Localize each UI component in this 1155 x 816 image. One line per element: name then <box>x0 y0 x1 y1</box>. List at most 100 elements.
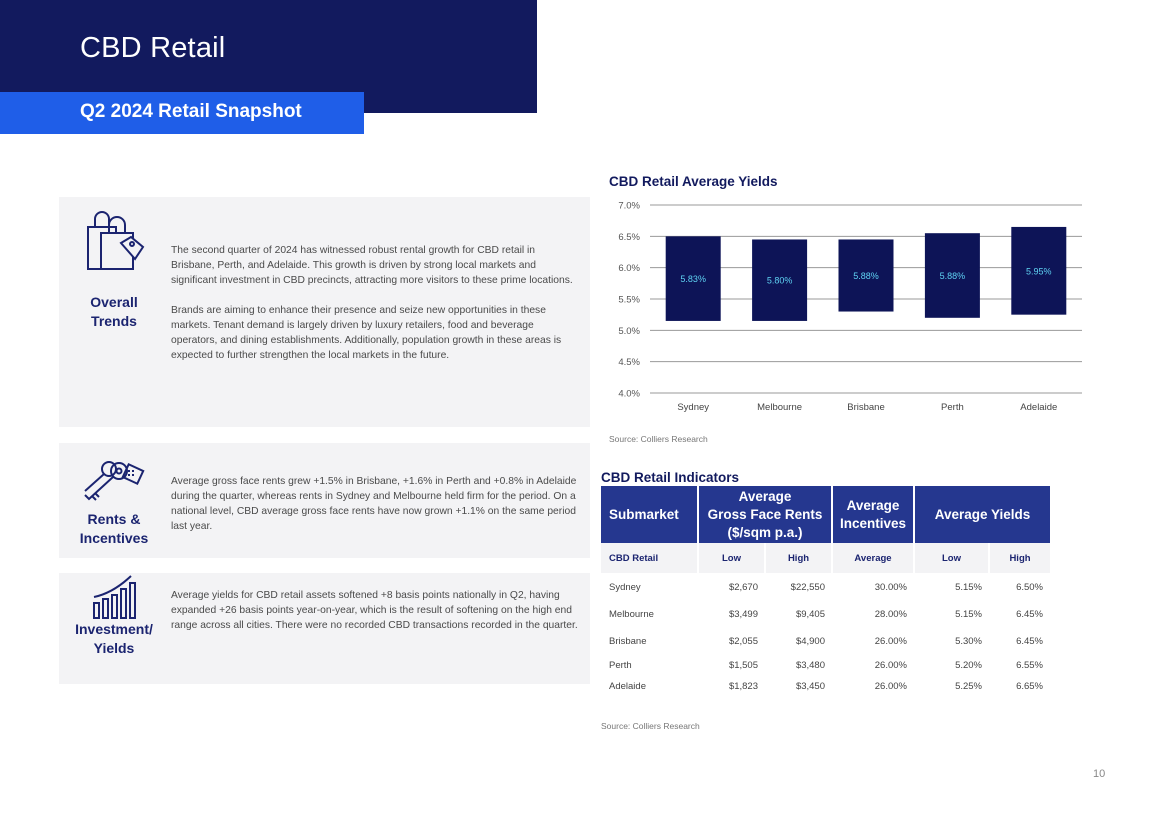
yield-range-bar <box>752 239 808 321</box>
rents-incentives-text: Average gross face rents grew +1.5% in B… <box>171 476 577 532</box>
cell-rent-low: $2,670 <box>728 581 758 593</box>
investment-yields-text: Average yields for CBD retail assets sof… <box>171 590 578 631</box>
overall-paragraph-2: Brands are aiming to enhance their prese… <box>171 305 562 361</box>
subheader-rent-low: Low <box>698 543 766 573</box>
average-yield-label: 5.95% <box>1026 266 1052 276</box>
cell-name: Adelaide <box>609 681 646 692</box>
bar-chart-growth-icon <box>93 575 136 619</box>
overall-label-line2: Trends <box>91 313 137 329</box>
cell-incentive: 26.00% <box>874 636 907 647</box>
cell-yield-low: 5.20% <box>955 660 982 671</box>
header-incentives-line2: Incentives <box>839 515 907 531</box>
cell-rent-high: $22,550 <box>790 581 825 593</box>
cell-yield-high: 6.45% <box>1016 636 1043 647</box>
investment-label-line2: Yields <box>93 640 135 656</box>
yield-range-bar <box>665 236 721 321</box>
subheader-yield-high: High <box>989 543 1050 573</box>
cell-rent-high: $4,900 <box>795 636 825 647</box>
table-source: Source: Colliers Research <box>601 721 700 731</box>
y-tick-label: 5.5% <box>618 295 640 306</box>
shopping-bags-icon <box>87 211 145 270</box>
chart-source: Source: Colliers Research <box>609 434 708 444</box>
average-yield-label: 5.83% <box>680 274 706 284</box>
cell-rent-low: $1,505 <box>728 660 758 671</box>
x-tick-label: Melbourne <box>757 402 802 413</box>
table-row: Adelaide $1,823 $3,450 26.00% 5.25% 6.65% <box>601 676 1050 697</box>
cell-rent-low: $2,055 <box>728 636 758 647</box>
header-rents-line1: Average <box>738 488 792 504</box>
header-yields: Average Yields <box>914 486 1050 543</box>
x-tick-label: Adelaide <box>1020 402 1057 413</box>
header-incentives-line1: Average <box>846 497 900 513</box>
y-tick-label: 5.0% <box>618 326 640 337</box>
rents-label-line1: Rents & <box>87 511 141 527</box>
rents-incentives-label: Rents & Incentives <box>59 510 169 548</box>
cell-name: Brisbane <box>609 636 647 647</box>
investment-yields-panel: Investment/ Yields Average yields for CB… <box>59 573 590 684</box>
cell-yield-high: 6.65% <box>1016 681 1043 692</box>
yield-range-bar <box>838 239 894 312</box>
investment-label-line1: Investment/ <box>75 621 153 637</box>
cell-yield-high: 6.55% <box>1016 660 1043 671</box>
cell-rent-low: $3,499 <box>728 609 758 620</box>
y-tick-label: 6.5% <box>618 232 640 243</box>
header-incentives: Average Incentives <box>832 486 915 543</box>
cell-rent-high: $9,405 <box>795 609 825 620</box>
overall-paragraph-1: The second quarter of 2024 has witnessed… <box>171 245 573 286</box>
page-subtitle: Q2 2024 Retail Snapshot <box>80 101 302 122</box>
rents-label-line2: Incentives <box>79 530 149 546</box>
cell-yield-low: 5.15% <box>955 609 982 620</box>
subheader-rent-high: High <box>765 543 833 573</box>
subheader-incentive: Average <box>832 543 915 573</box>
subheader-banner <box>0 92 364 134</box>
y-tick-label: 6.0% <box>618 263 640 274</box>
table-row: Sydney $2,670 $22,550 30.00% 5.15% 6.50% <box>601 573 1050 601</box>
cell-rent-high: $3,480 <box>795 660 825 671</box>
table-row: Perth $1,505 $3,480 26.00% 5.20% 6.55% <box>601 655 1050 676</box>
cell-name: Melbourne <box>609 609 654 620</box>
cell-yield-high: 6.45% <box>1016 609 1043 620</box>
header-submarket: Submarket <box>601 486 699 543</box>
header-rents: Average Gross Face Rents ($/sqm p.a.) <box>698 486 833 543</box>
average-yield-label: 5.88% <box>940 271 966 281</box>
overall-label-line1: Overall <box>90 294 138 310</box>
subheader-yield-low: Low <box>914 543 990 573</box>
header-rents-line3: ($/sqm p.a.) <box>727 524 803 540</box>
table-subheader-row: CBD Retail Low High Average Low High <box>601 543 1050 573</box>
header-rents-line2: Gross Face Rents <box>707 506 823 522</box>
average-yield-label: 5.88% <box>853 271 879 281</box>
rents-incentives-panel: Rents & Incentives Average gross face re… <box>59 443 590 558</box>
overall-trends-label: Overall Trends <box>59 293 169 331</box>
average-yield-label: 5.80% <box>767 276 793 286</box>
yields-chart: 4.0% 4.5% 5.0% 5.5% 6.0% 6.5% 7.0% 5.83% Sydney 5… <box>618 201 1082 413</box>
cell-incentive: 26.00% <box>874 660 907 671</box>
chart-title: CBD Retail Average Yields <box>609 174 778 189</box>
table-row: Melbourne $3,499 $9,405 28.00% 5.15% 6.45% <box>601 601 1050 628</box>
x-tick-label: Perth <box>941 402 964 413</box>
cell-incentive: 28.00% <box>874 609 907 620</box>
cell-name: Perth <box>609 660 632 671</box>
cell-name: Sydney <box>609 581 641 593</box>
x-tick-label: Brisbane <box>847 402 885 413</box>
y-tick-label: 4.0% <box>618 389 640 400</box>
cell-yield-high: 6.50% <box>1016 581 1043 593</box>
x-tick-label: Sydney <box>677 402 709 413</box>
page-title: CBD Retail <box>80 32 226 64</box>
page-number: 10 <box>1093 768 1106 780</box>
cell-incentive: 30.00% <box>874 581 907 593</box>
overall-trends-text: The second quarter of 2024 has witnessed… <box>171 243 579 363</box>
investment-yields-label: Investment/ Yields <box>59 620 169 658</box>
cell-rent-high: $3,450 <box>795 681 825 692</box>
cell-yield-low: 5.30% <box>955 636 982 647</box>
indicators-table-body: CBD Retail Low High Average Low High Syd… <box>601 543 1050 697</box>
cell-rent-low: $1,823 <box>728 681 758 692</box>
table-title: CBD Retail Indicators <box>601 470 740 485</box>
y-tick-label: 7.0% <box>618 201 640 212</box>
subheader-name: CBD Retail <box>601 543 699 573</box>
overall-trends-panel: Overall Trends The second quarter of 202… <box>59 197 590 427</box>
y-tick-label: 4.5% <box>618 357 640 368</box>
cell-yield-low: 5.25% <box>955 681 982 692</box>
yield-range-bar <box>1011 226 1067 315</box>
keys-icon <box>84 461 145 501</box>
cell-incentive: 26.00% <box>874 681 907 692</box>
